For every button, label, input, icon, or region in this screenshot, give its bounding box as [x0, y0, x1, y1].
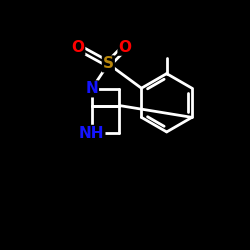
Text: S: S	[103, 56, 114, 72]
Text: N: N	[85, 82, 98, 96]
Text: O: O	[71, 40, 84, 55]
Text: O: O	[118, 40, 132, 55]
Text: NH: NH	[79, 126, 104, 141]
